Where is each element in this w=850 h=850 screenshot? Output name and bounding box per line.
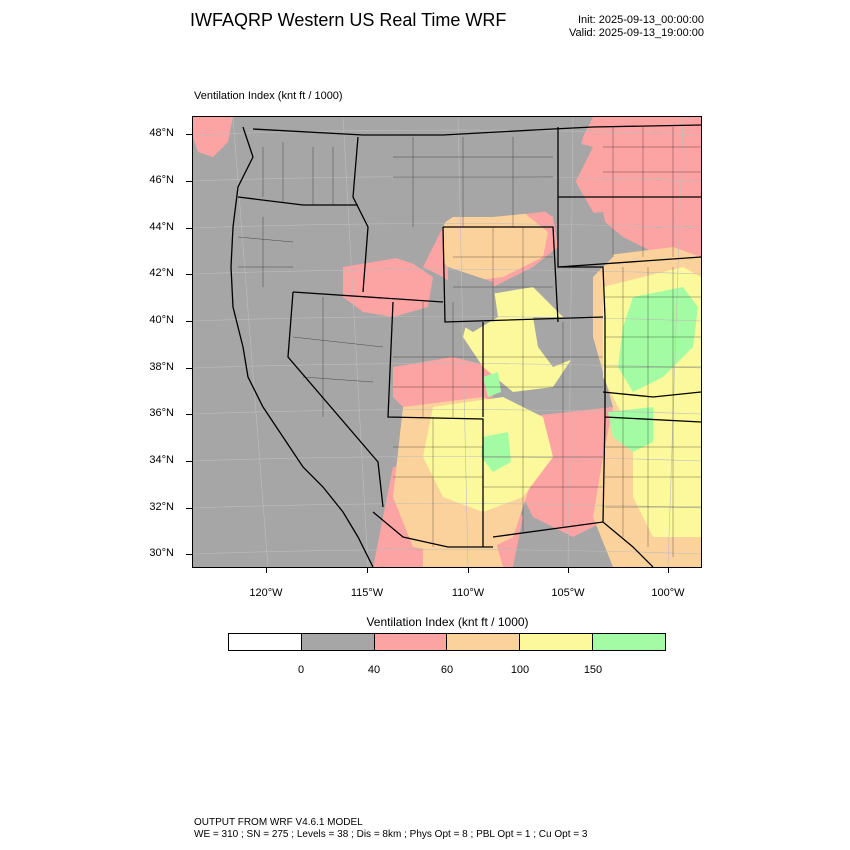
lon-label: 100°W <box>651 587 685 599</box>
lat-label: 36°N <box>149 407 174 419</box>
lat-tick <box>186 321 192 322</box>
valid-time: Valid: 2025-09-13_19:00:00 <box>569 27 704 39</box>
colorbar-bin <box>229 634 302 650</box>
lat-label: 34°N <box>149 454 174 466</box>
lat-label: 48°N <box>149 127 174 139</box>
colorbar-bin <box>447 634 521 650</box>
lon-tick <box>266 568 267 573</box>
lat-tick <box>186 414 192 415</box>
lat-tick <box>186 461 192 462</box>
gray-regions <box>193 132 613 567</box>
lat-tick <box>186 228 192 229</box>
colorbar-label: 0 <box>297 664 305 676</box>
lon-tick <box>668 568 669 573</box>
lon-tick <box>568 568 569 573</box>
lat-label: 44°N <box>149 221 174 233</box>
colorbar-label: 60 <box>440 664 454 676</box>
field-label: Ventilation Index (knt ft / 1000) <box>194 90 343 102</box>
model-info: OUTPUT FROM WRF V4.6.1 MODEL <box>194 817 363 828</box>
ventilation-map <box>193 117 701 567</box>
lat-tick <box>186 368 192 369</box>
lon-label: 120°W <box>249 587 283 599</box>
lon-label: 110°W <box>451 587 485 599</box>
lat-tick <box>186 508 192 509</box>
lat-tick <box>186 274 192 275</box>
lon-tick <box>367 568 368 573</box>
colorbar-label: 40 <box>367 664 381 676</box>
lat-label: 42°N <box>149 267 174 279</box>
colorbar-bin <box>520 634 594 650</box>
colorbar-label: 100 <box>510 664 530 676</box>
lat-label: 46°N <box>149 174 174 186</box>
lat-label: 40°N <box>149 314 174 326</box>
map-panel <box>192 116 702 568</box>
colorbar-bin <box>374 634 448 650</box>
lon-tick <box>468 568 469 573</box>
colorbar-title: Ventilation Index (knt ft / 1000) <box>366 615 529 629</box>
colorbar-label: 150 <box>583 664 603 676</box>
map-title: IWFAQRP Western US Real Time WRF <box>190 10 507 30</box>
county-lines <box>237 127 701 557</box>
lon-label: 115°W <box>350 587 384 599</box>
colorbar-bin <box>301 634 375 650</box>
lat-label: 30°N <box>149 547 174 559</box>
lat-label: 38°N <box>149 361 174 373</box>
lat-tick <box>186 554 192 555</box>
init-time: Init: 2025-09-13_00:00:00 <box>578 14 704 26</box>
lat-tick <box>186 181 192 182</box>
lat-tick <box>186 134 192 135</box>
colorbar <box>228 633 666 651</box>
state-boundaries <box>230 124 701 567</box>
model-config: WE = 310 ; SN = 275 ; Levels = 38 ; Dis … <box>194 829 588 840</box>
colorbar-bin <box>593 634 665 650</box>
lon-label: 105°W <box>551 587 585 599</box>
lat-label: 32°N <box>149 501 174 513</box>
